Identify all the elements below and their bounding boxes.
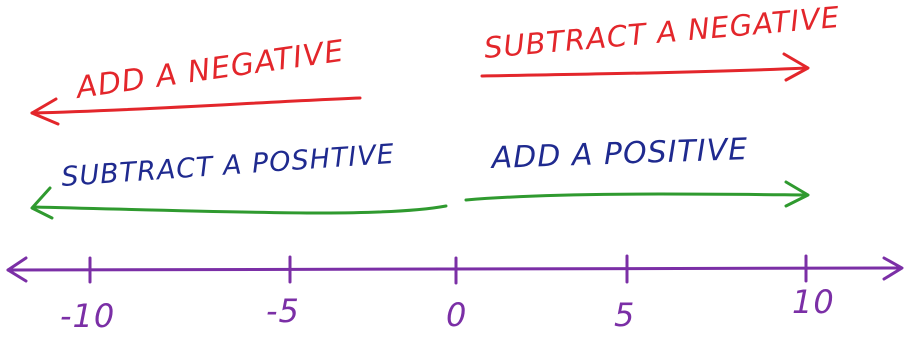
number-line-right-arrowhead (882, 256, 904, 281)
arrow-add-positive (464, 192, 808, 202)
arrowhead-subtract-negative (782, 52, 810, 82)
label-add-negative: ADD A NEGATIVE (72, 34, 346, 107)
label-add-positive: ADD A POSITIVE (489, 132, 749, 176)
number-line-axis (6, 266, 902, 272)
tick-label-neg10: -10 (60, 297, 115, 335)
tick-label-5: 5 (614, 296, 635, 334)
arrowhead-subtract-positive (30, 186, 54, 220)
label-subtract-positive: SUBTRACT A POSHTIVE (60, 139, 395, 193)
tick-label-0: 0 (446, 296, 467, 334)
arrow-add-negative (30, 96, 362, 115)
number-line-left-arrowhead (6, 256, 28, 283)
arrow-subtract-negative (480, 66, 808, 78)
arrow-subtract-positive (32, 204, 448, 215)
arrowhead-add-positive (784, 180, 810, 208)
tick-label-10: 10 (792, 283, 835, 321)
arrowhead-add-negative (30, 97, 60, 126)
tick-label-neg5: -5 (266, 292, 300, 330)
